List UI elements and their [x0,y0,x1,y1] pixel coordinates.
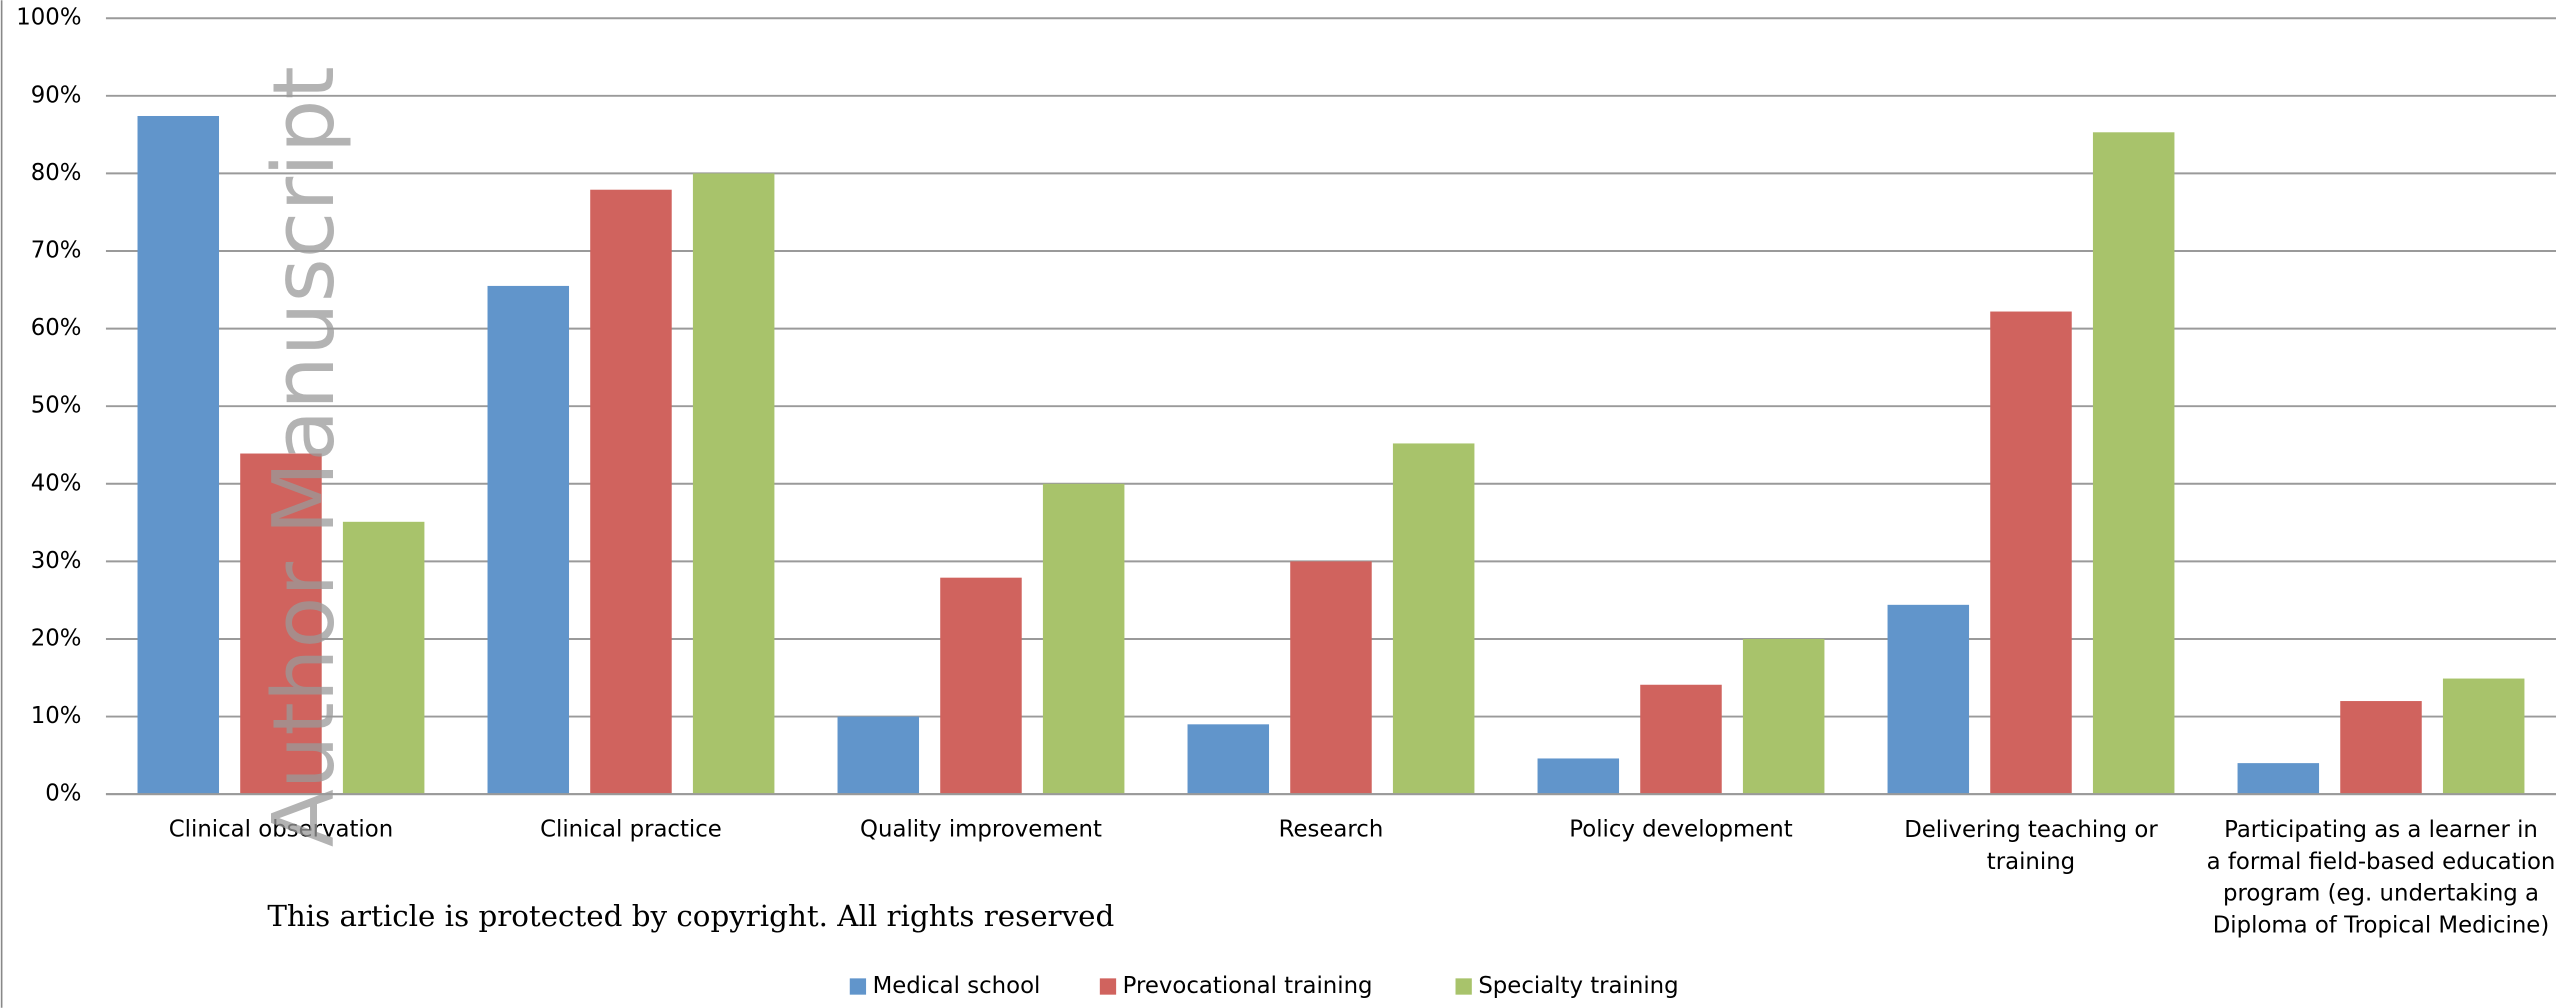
x-tick-label: Clinical observation [169,817,393,843]
bar [2340,701,2422,795]
x-tick-label-line: Delivering teaching or [1904,817,2158,843]
bar [1187,724,1270,795]
y-tick-label: 100% [16,5,81,31]
bar [2442,678,2525,795]
bar [342,521,425,795]
bar [2237,763,2320,795]
bar [1640,684,1722,795]
watermark: Author Manuscript [254,66,353,847]
bar [1887,604,1970,795]
x-tick-label: Research [1279,817,1384,843]
legend-label: Prevocational training [1123,973,1373,999]
y-tick-label: 10% [31,703,82,729]
y-tick-label: 30% [31,548,82,574]
y-tick-label: 80% [31,160,82,186]
bar [1392,443,1475,795]
x-tick-label: Policy development [1569,817,1792,843]
copyright-notice: This article is protected by copyright. … [267,899,1114,933]
x-tick-label: Participating as a learner in a formal fi… [2207,817,2556,938]
bar [1290,561,1372,795]
bar [137,115,220,795]
bar [837,716,920,795]
bar [1042,483,1125,795]
bar [940,577,1022,795]
x-tick-label-line: program (eg. undertaking a [2223,880,2539,906]
bar [487,285,570,795]
x-tick-label-line: Participating as a learner in [2224,817,2538,843]
y-tick-label: 0% [45,781,81,807]
y-tick-label: 20% [31,625,82,651]
bar [1742,638,1825,795]
legend-label: Specialty training [1478,973,1678,999]
x-tick-label-line: Diploma of Tropical Medicine) [2213,912,2550,938]
legend-swatch [1099,978,1117,995]
bar [590,189,672,795]
bar [1990,311,2072,795]
y-tick-label: 40% [31,470,82,496]
x-tick-label: Quality improvement [860,817,1102,843]
bar [1537,758,1620,795]
y-tick-label: 70% [31,238,82,264]
x-tick-label-line: a formal field-based education [2207,848,2556,874]
y-tick-label: 60% [31,315,82,341]
x-tick-label: Delivering teaching or training [1904,817,2158,875]
x-tick-label-line: training [1987,848,2075,874]
legend-swatch [1455,978,1472,995]
bar [692,173,775,795]
x-tick-label: Clinical practice [540,817,722,843]
bar [240,453,322,795]
legend-swatch [849,978,867,995]
y-tick-label: 90% [31,82,82,108]
y-tick-label: 50% [31,393,82,419]
bar [2092,132,2175,795]
legend-label: Medical school [873,973,1041,999]
